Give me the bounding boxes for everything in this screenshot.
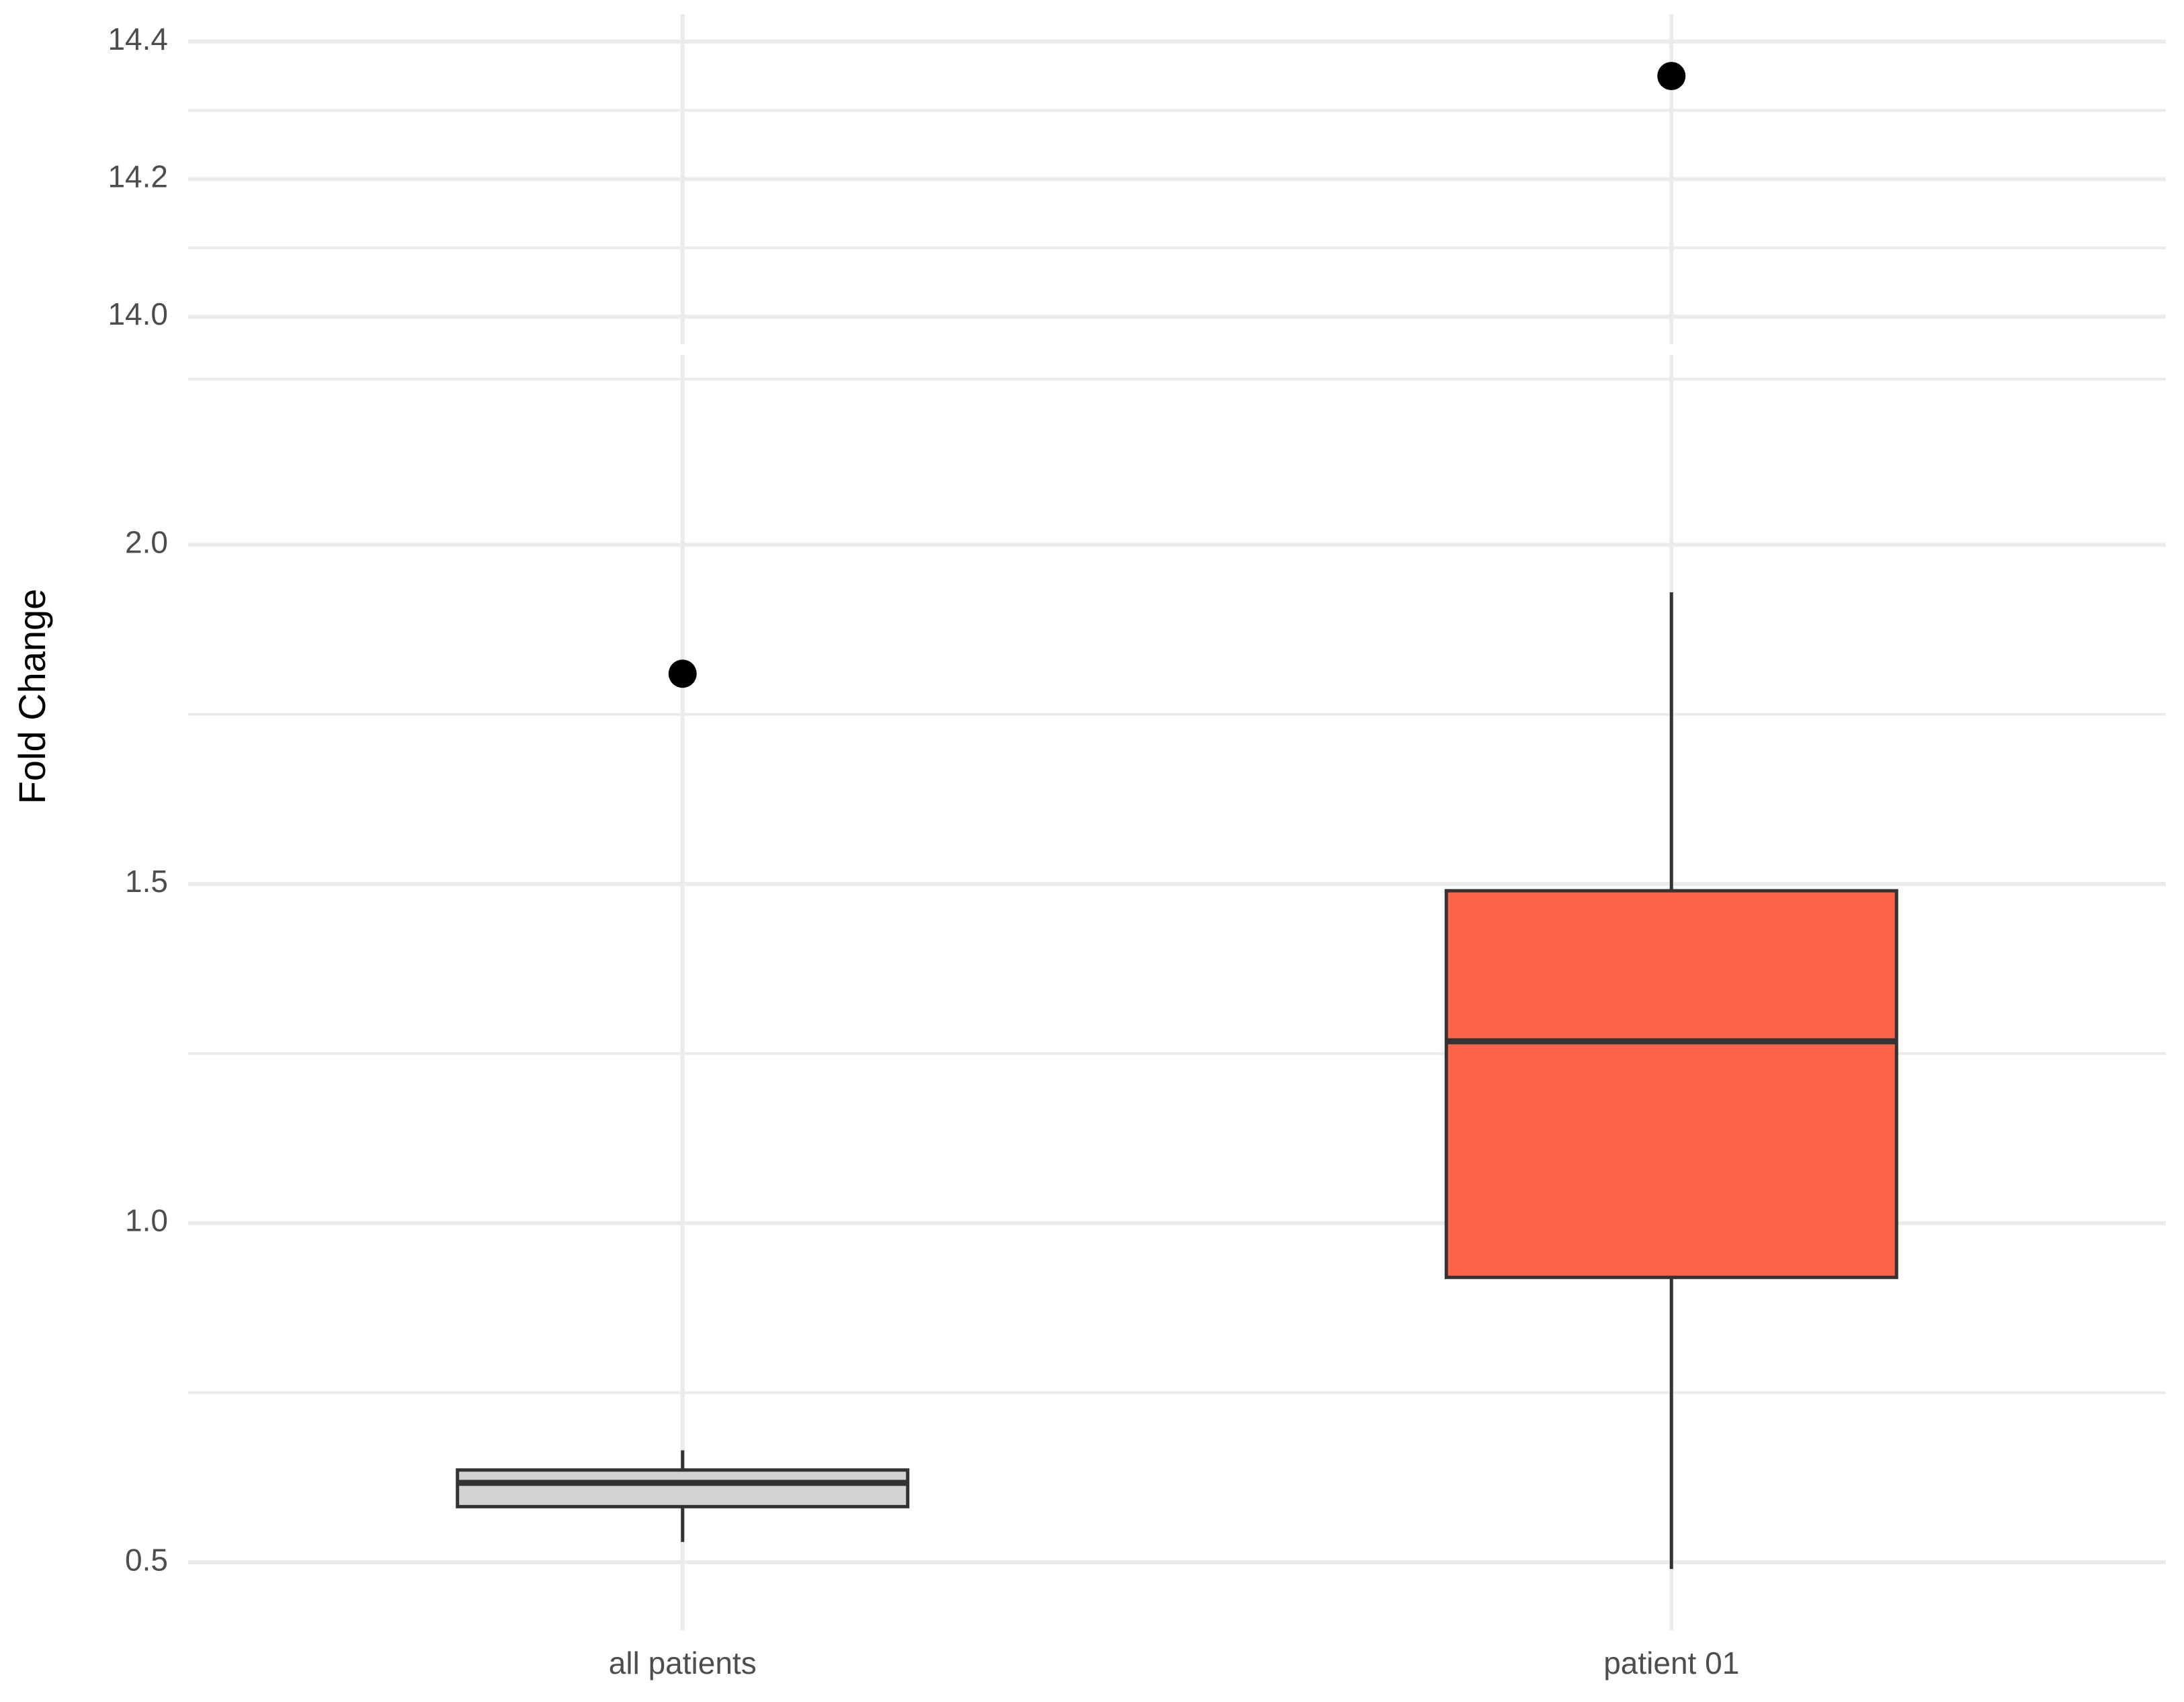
y-tick-label: 14.2 [108,159,168,194]
y-tick-label: 14.0 [108,296,168,331]
box [456,1468,910,1508]
outlier [668,659,697,688]
y-tick-label: 1.5 [125,864,168,899]
box [1444,889,1898,1279]
y-tick-label: 0.5 [125,1542,168,1577]
y-axis-title: Fold Change [11,589,53,805]
y-tick-label: 14.4 [108,22,168,56]
outlier [1657,62,1686,91]
x-tick-label: patient 01 [1603,1646,1739,1680]
y-tick-label: 1.0 [125,1203,168,1238]
y-tick-label: 2.0 [125,525,168,560]
x-tick-label: all patients [609,1646,757,1680]
